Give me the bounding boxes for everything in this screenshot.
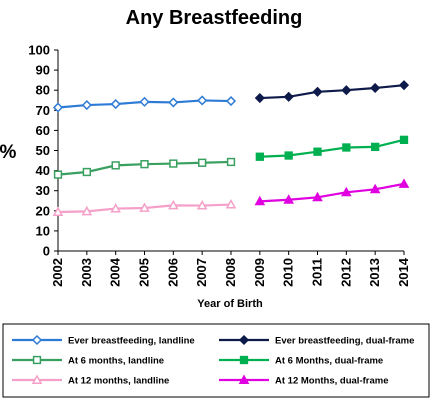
data-point [254,92,265,104]
data-point [399,135,409,144]
data-point [254,195,266,206]
y-tick-label: 20 [36,203,50,218]
y-tick-label: 50 [36,143,50,158]
x-tick-labels: 2002 2003 2004 2005 2006 2007 2008 2009 2010 2011… [50,251,411,287]
x-tick-label: 2004 [108,257,123,287]
data-point [312,191,323,202]
data-point [313,147,322,156]
series-group [52,199,237,216]
y-tick-label: 10 [36,223,50,238]
data-point [283,194,294,204]
legend-entry-label: At 12 Months, dual-frame [275,376,389,387]
x-axis-label: Year of Birth [197,298,263,310]
series-group [254,178,410,206]
y-tick-label: 70 [36,103,50,118]
data-point [52,206,64,216]
series-layer [52,80,410,216]
data-point [226,157,236,167]
x-tick-label: 2008 [223,258,238,287]
data-point [81,100,92,111]
legend-swatch-marker [238,334,250,346]
y-tick-label: 30 [36,183,50,198]
data-point [197,95,208,106]
x-tick-label: 2005 [137,258,152,287]
x-tick-label: 2013 [367,258,382,287]
x-tick-label: 2007 [194,258,209,287]
legend-entry-label: Ever breastfeeding, dual-frame [275,336,414,347]
chart-title: Any Breastfeeding [126,7,303,29]
series-line [259,182,405,203]
data-point [284,151,293,160]
data-point [52,102,64,113]
y-tick-label: 0 [43,244,50,259]
y-tick-label: 80 [36,83,50,98]
legend-swatch-marker [31,334,43,346]
data-point [139,202,150,212]
data-point [255,152,264,161]
legend-swatch-marker [32,355,42,365]
data-point [341,186,352,197]
series-line [259,138,405,158]
data-point [168,97,179,108]
y-axis-label: % [0,142,17,163]
data-point [82,167,91,177]
data-point [369,183,381,194]
y-tick-label: 90 [36,63,50,78]
data-point [110,99,121,110]
legend-swatch-marker [239,355,249,365]
axes [57,50,404,252]
legend-swatch-marker [31,374,43,384]
data-point [198,158,207,167]
data-point [169,159,178,168]
x-tick-label: 2009 [252,258,267,287]
data-point [398,80,410,91]
data-point [342,143,351,152]
data-point [110,203,121,213]
x-tick-label: 2012 [338,258,353,287]
x-tick-label: 2002 [50,258,65,287]
data-point [81,205,93,216]
legend-entry-label: At 6 months, landline [68,356,164,367]
y-tick-label: 60 [36,123,50,138]
y-tick-label: 100 [28,43,50,58]
data-point [371,142,380,152]
legend-box [2,323,430,398]
x-tick-label: 2006 [165,258,180,287]
data-point [168,199,179,210]
data-point [341,85,352,96]
y-tick-labels: 0 10 20 30 40 50 60 70 80 90 100 [28,43,58,259]
legend: Ever breastfeeding, landline Ever breastf… [2,323,430,398]
data-point [140,160,149,169]
data-point [53,170,63,179]
legend-entry-label: At 6 Months, dual-frame [275,356,383,367]
data-point [225,199,237,209]
series-group [53,157,236,179]
x-tick-label: 2010 [281,258,296,287]
series-line [259,84,405,100]
y-tick-label: 40 [36,163,50,178]
data-point [225,95,237,107]
data-point [139,96,150,107]
x-tick-label: 2011 [310,258,325,286]
data-point [398,178,410,188]
data-point [111,161,120,170]
data-point [370,82,381,94]
legend-swatch-marker [238,374,250,384]
data-point [312,86,323,97]
series-group [254,80,410,104]
legend-entry-label: At 12 months, landline [68,376,169,387]
x-tick-label: 2003 [79,258,94,287]
series-group [255,135,409,161]
data-point [196,200,208,210]
series-group [52,95,237,113]
data-point [283,91,294,102]
legend-entry-label: Ever breastfeeding, landline [68,336,195,347]
x-tick-label: 2014 [396,257,411,287]
